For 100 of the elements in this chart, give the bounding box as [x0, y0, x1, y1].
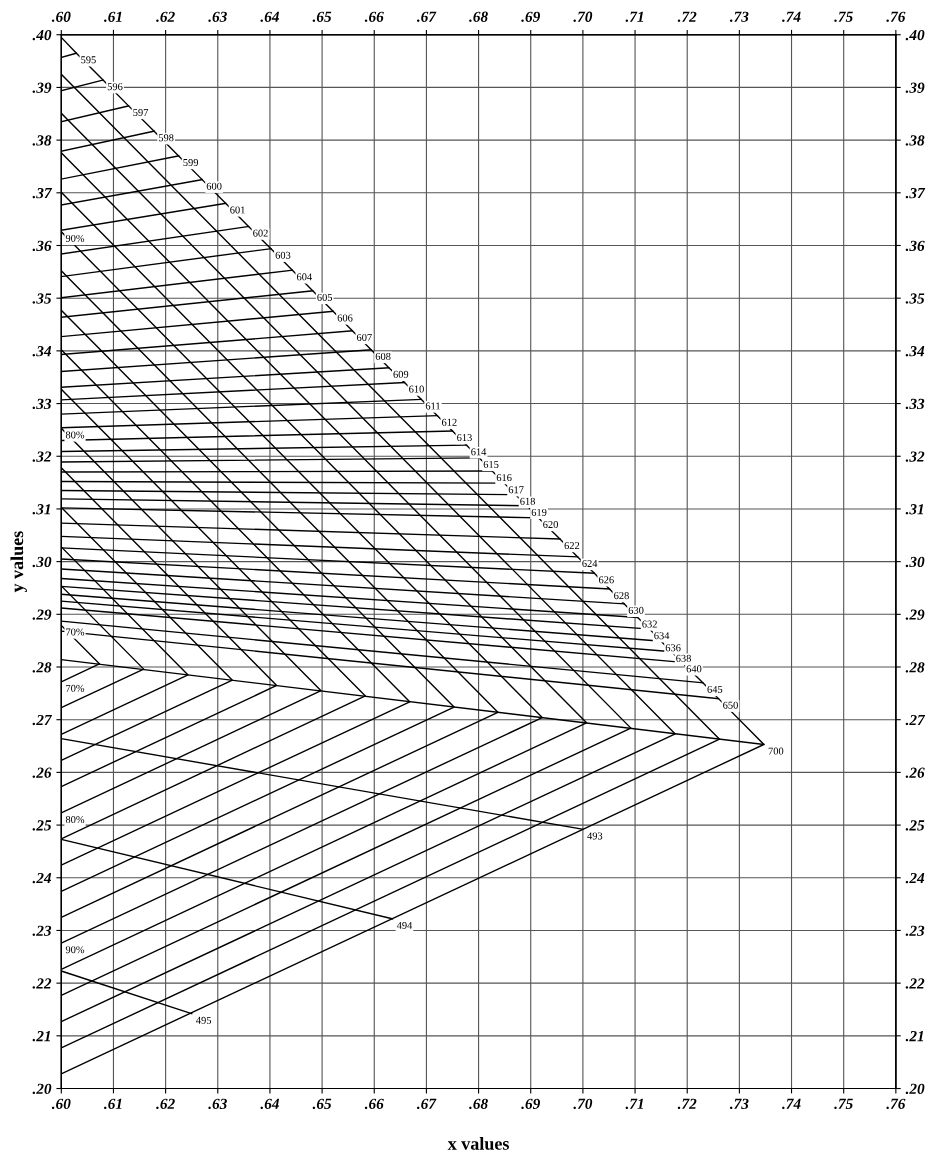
- y-tick-label: .25: [32, 820, 52, 831]
- x-tick-label: .63: [208, 1098, 227, 1110]
- y2-tick-label: .31: [905, 504, 924, 515]
- y-tick-label: .24: [32, 872, 52, 884]
- annotation: 595: [81, 56, 96, 64]
- annotation: 617: [508, 486, 524, 494]
- y2-tick-label: .34: [905, 346, 925, 357]
- annotation: 615: [483, 460, 499, 468]
- y2-tick-label: .35: [905, 293, 925, 304]
- annotation: 493: [587, 832, 603, 840]
- y-tick-label: .36: [32, 240, 52, 252]
- x-tick-label: .75: [834, 1098, 853, 1110]
- annotation: 650: [723, 701, 738, 709]
- annotation: 70%: [66, 684, 85, 692]
- y-tick-label: .38: [32, 135, 52, 146]
- x-tick-label: .67: [416, 1098, 437, 1110]
- y2-tick-label: .36: [905, 240, 925, 252]
- x2-tick-label: .76: [886, 11, 906, 22]
- annotation: 599: [183, 159, 199, 167]
- y-tick-label: .26: [32, 767, 52, 778]
- annotation: 628: [614, 592, 629, 600]
- y-tick-label: .40: [32, 29, 52, 41]
- x-tick-label: .66: [364, 1098, 384, 1110]
- annotation: 495: [196, 1016, 212, 1024]
- x-tick-label: .71: [625, 1098, 644, 1110]
- annotation: 494: [396, 921, 413, 929]
- annotation: 80%: [65, 431, 85, 439]
- x2-tick-label: .66: [364, 11, 384, 22]
- annotation: 597: [133, 108, 149, 116]
- y2-tick-label: .27: [905, 714, 926, 726]
- x-tick-label: .69: [521, 1098, 541, 1110]
- annotation: 609: [393, 370, 409, 378]
- annotation: 636: [665, 644, 681, 652]
- y-tick-label: .29: [32, 609, 52, 620]
- y2-tick-label: .32: [905, 451, 925, 462]
- y2-tick-label: .21: [905, 1031, 924, 1042]
- annotation: 616: [496, 474, 512, 482]
- annotation: 645: [707, 685, 723, 693]
- x2-tick-label: .73: [729, 11, 749, 22]
- annotation: 622: [564, 542, 580, 550]
- y2-tick-label: .24: [905, 872, 925, 884]
- y-axis-title: y values: [10, 531, 27, 593]
- annotation: 596: [107, 83, 123, 91]
- y-tick-label: .20: [32, 1083, 52, 1095]
- y2-tick-label: .39: [905, 82, 925, 93]
- y2-tick-label: .38: [905, 135, 925, 146]
- y-tick-label: .33: [32, 398, 52, 410]
- annotation: 612: [441, 418, 457, 426]
- annotation: 608: [375, 352, 391, 360]
- x2-tick-label: .60: [51, 11, 71, 22]
- y-tick-label: .31: [32, 504, 51, 515]
- y2-tick-label: .25: [905, 820, 925, 831]
- y2-tick-label: .40: [905, 29, 925, 41]
- annotation: 700: [768, 747, 784, 755]
- annotation: 605: [317, 293, 333, 301]
- x-tick-label: .74: [782, 1098, 801, 1110]
- annotation: 90%: [65, 946, 85, 954]
- x2-tick-label: .64: [260, 11, 280, 22]
- x-tick-label: .61: [104, 1098, 122, 1110]
- y-tick-label: .27: [32, 714, 53, 726]
- x-tick-label: .65: [312, 1098, 332, 1110]
- x2-tick-label: .71: [625, 11, 644, 22]
- annotation: 614: [471, 448, 487, 456]
- annotation: 613: [457, 434, 472, 442]
- annotation: 600: [206, 182, 222, 190]
- y-tick-label: .30: [32, 556, 52, 568]
- x-tick-label: .72: [677, 1098, 697, 1110]
- y-tick-label: .32: [32, 451, 52, 462]
- annotation: 598: [158, 134, 174, 142]
- y-tick-label: .23: [32, 925, 52, 936]
- annotation: 90%: [65, 234, 85, 242]
- x2-tick-label: .62: [156, 11, 175, 22]
- annotation: 634: [654, 632, 670, 640]
- y-tick-label: .39: [32, 82, 52, 93]
- y-tick-label: .35: [32, 293, 52, 304]
- x2-tick-label: .68: [469, 11, 488, 22]
- x-axis-title: x values: [447, 1137, 509, 1150]
- annotation: 604: [296, 273, 312, 281]
- annotation: 624: [582, 560, 598, 567]
- x-tick-label: .62: [156, 1098, 175, 1110]
- y2-tick-label: .29: [905, 609, 925, 620]
- x2-tick-label: .65: [312, 11, 332, 22]
- annotation: 70%: [66, 628, 85, 636]
- x2-tick-label: .72: [677, 11, 697, 22]
- y2-tick-label: .28: [905, 662, 925, 673]
- x2-tick-label: .67: [416, 11, 437, 22]
- y2-tick-label: .20: [905, 1083, 925, 1095]
- y2-tick-label: .26: [905, 767, 925, 778]
- y-tick-label: .34: [32, 346, 52, 357]
- annotation: 606: [337, 314, 353, 322]
- y-tick-label: .21: [32, 1031, 51, 1042]
- x-tick-label: .70: [573, 1098, 593, 1110]
- x2-tick-label: .75: [834, 11, 853, 22]
- annotation: 80%: [65, 816, 85, 824]
- y-tick-label: .22: [32, 978, 52, 989]
- x-tick-label: .60: [51, 1098, 71, 1110]
- annotation: 619: [531, 508, 547, 516]
- annotation: 640: [686, 665, 702, 673]
- annotation: 630: [628, 606, 644, 614]
- x-tick-label: .76: [886, 1098, 906, 1110]
